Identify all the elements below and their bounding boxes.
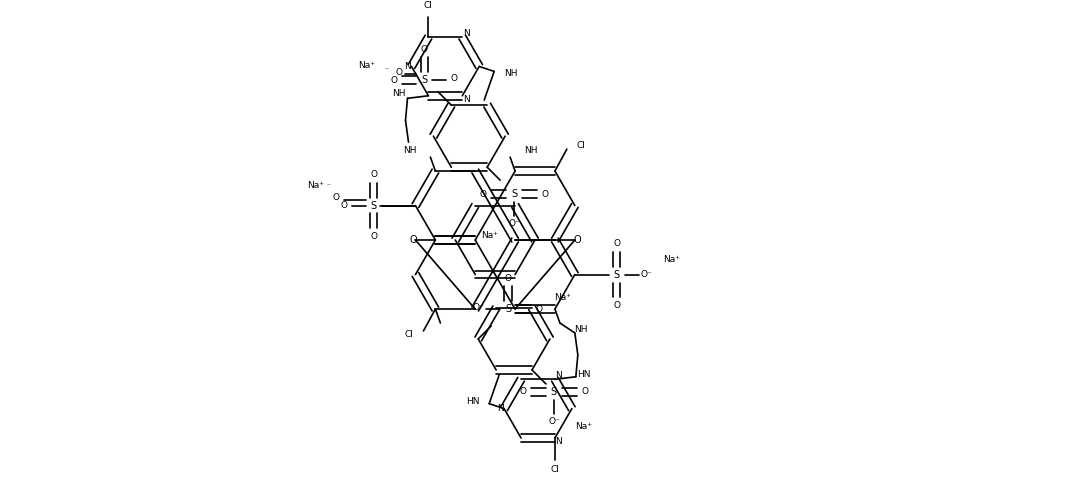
Text: Cl: Cl: [577, 141, 585, 150]
Text: O: O: [541, 189, 549, 198]
Text: O: O: [480, 189, 487, 198]
Text: NH: NH: [504, 69, 518, 78]
Text: N: N: [462, 95, 470, 104]
Text: O⁻: O⁻: [472, 303, 484, 312]
Text: O: O: [332, 193, 340, 202]
Text: Na⁺: Na⁺: [358, 61, 375, 70]
Text: NH: NH: [403, 146, 417, 155]
Text: O: O: [371, 232, 377, 241]
Text: HN: HN: [466, 397, 480, 406]
Text: S: S: [551, 387, 557, 397]
Text: O: O: [613, 239, 621, 248]
Text: O: O: [395, 68, 402, 77]
Text: Na⁺: Na⁺: [554, 293, 571, 302]
Text: O⁻: O⁻: [508, 219, 520, 228]
Text: O: O: [410, 235, 418, 245]
Text: O: O: [504, 274, 512, 283]
Text: O: O: [341, 201, 347, 210]
Text: S: S: [505, 304, 512, 314]
Text: O⁻: O⁻: [548, 417, 560, 426]
Text: Na⁺: Na⁺: [481, 231, 498, 240]
Text: O: O: [613, 301, 621, 310]
Text: NH: NH: [524, 146, 537, 155]
Text: O: O: [535, 305, 543, 314]
Text: Na⁺: Na⁺: [576, 422, 593, 431]
Text: S: S: [511, 189, 517, 199]
Text: N: N: [462, 29, 470, 38]
Text: O: O: [371, 170, 377, 179]
Text: N: N: [555, 437, 562, 446]
Text: ⁻: ⁻: [327, 181, 331, 190]
Text: S: S: [614, 270, 619, 280]
Text: HN: HN: [578, 370, 591, 379]
Text: O: O: [519, 387, 527, 396]
Text: O: O: [574, 235, 581, 245]
Text: NH: NH: [393, 89, 406, 98]
Text: O: O: [451, 74, 458, 83]
Text: O⁻: O⁻: [641, 270, 653, 279]
Text: N: N: [404, 62, 411, 71]
Text: O: O: [421, 45, 428, 54]
Text: S: S: [371, 200, 377, 210]
Text: S: S: [422, 75, 427, 85]
Text: Cl: Cl: [405, 331, 413, 340]
Text: ⁻: ⁻: [384, 66, 389, 75]
Text: Na⁺: Na⁺: [663, 255, 680, 264]
Text: NH: NH: [574, 326, 587, 335]
Text: O: O: [581, 387, 588, 396]
Text: Cl: Cl: [550, 465, 560, 474]
Text: O: O: [390, 76, 397, 85]
Text: Na⁺: Na⁺: [308, 181, 325, 190]
Text: Cl: Cl: [424, 1, 433, 10]
Text: N: N: [555, 371, 562, 380]
Text: N: N: [497, 404, 503, 413]
